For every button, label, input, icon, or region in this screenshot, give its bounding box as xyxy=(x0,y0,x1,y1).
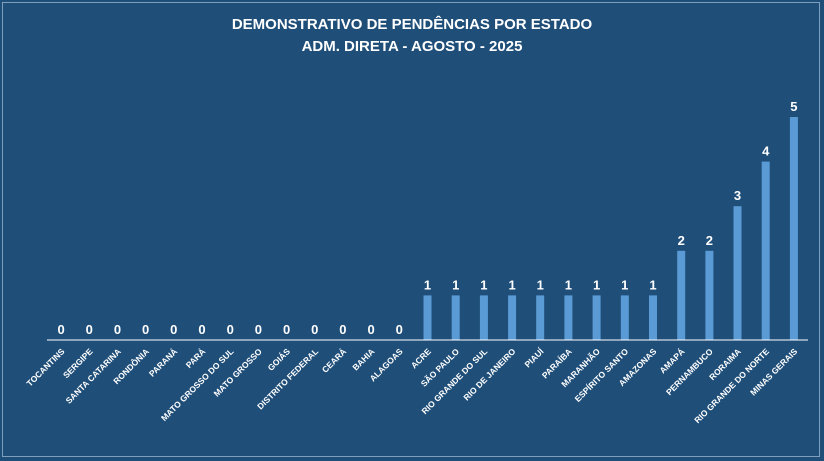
bar xyxy=(592,295,601,340)
bar xyxy=(761,161,770,340)
x-tick-label: PIAUÍ xyxy=(523,346,547,370)
x-tick-label: TOCANTINS xyxy=(24,346,66,388)
data-label: 1 xyxy=(452,277,459,292)
x-tick-label: PARÁ xyxy=(184,346,208,370)
bar xyxy=(423,295,432,340)
data-label: 0 xyxy=(396,322,403,337)
data-label: 0 xyxy=(114,322,121,337)
data-label: 1 xyxy=(508,277,515,292)
bar xyxy=(536,295,545,340)
x-tick-label: BAHIA xyxy=(350,346,376,372)
bar xyxy=(733,206,742,340)
data-label: 1 xyxy=(537,277,544,292)
data-label: 0 xyxy=(198,322,205,337)
data-label: 1 xyxy=(621,277,628,292)
bar xyxy=(649,295,657,340)
data-label: 0 xyxy=(311,322,318,337)
data-label: 0 xyxy=(86,322,93,337)
data-label: 1 xyxy=(565,277,572,292)
chart-title: DEMONSTRATIVO DE PENDÊNCIAS POR ESTADO xyxy=(231,16,593,33)
data-label: 0 xyxy=(227,322,234,337)
data-label: 0 xyxy=(142,322,149,337)
x-tick-label: GOIÁS xyxy=(266,346,293,373)
data-label: 0 xyxy=(339,322,346,337)
chart-subtitle: ADM. DIRETA - AGOSTO - 2025 xyxy=(301,38,523,55)
bar xyxy=(508,295,517,340)
data-label: 1 xyxy=(649,277,656,292)
bar xyxy=(564,295,573,340)
bar xyxy=(789,117,798,340)
bar xyxy=(479,295,488,340)
data-label: 2 xyxy=(706,233,713,248)
x-tick-label: RIO DE JANEIRO xyxy=(461,346,517,402)
chart-frame xyxy=(2,2,820,457)
data-label: 1 xyxy=(593,277,600,292)
x-tick-label: PARANÁ xyxy=(147,346,179,378)
data-label: 1 xyxy=(480,277,487,292)
x-tick-label: CEARÁ xyxy=(320,346,348,374)
bar xyxy=(705,250,714,340)
data-label: 2 xyxy=(678,233,685,248)
data-label: 0 xyxy=(283,322,290,337)
data-label: 5 xyxy=(790,99,797,114)
data-label: 0 xyxy=(367,322,374,337)
bar xyxy=(677,250,686,340)
bar xyxy=(451,295,460,340)
x-tick-label: ACRE xyxy=(409,346,433,370)
data-label: 1 xyxy=(424,277,431,292)
data-label: 0 xyxy=(255,322,262,337)
bar xyxy=(620,295,629,340)
data-label: 0 xyxy=(170,322,177,337)
x-tick-label: MATO GROSSO xyxy=(212,346,265,399)
data-label: 0 xyxy=(57,322,64,337)
data-label: 3 xyxy=(734,188,741,203)
data-label: 4 xyxy=(762,144,770,159)
